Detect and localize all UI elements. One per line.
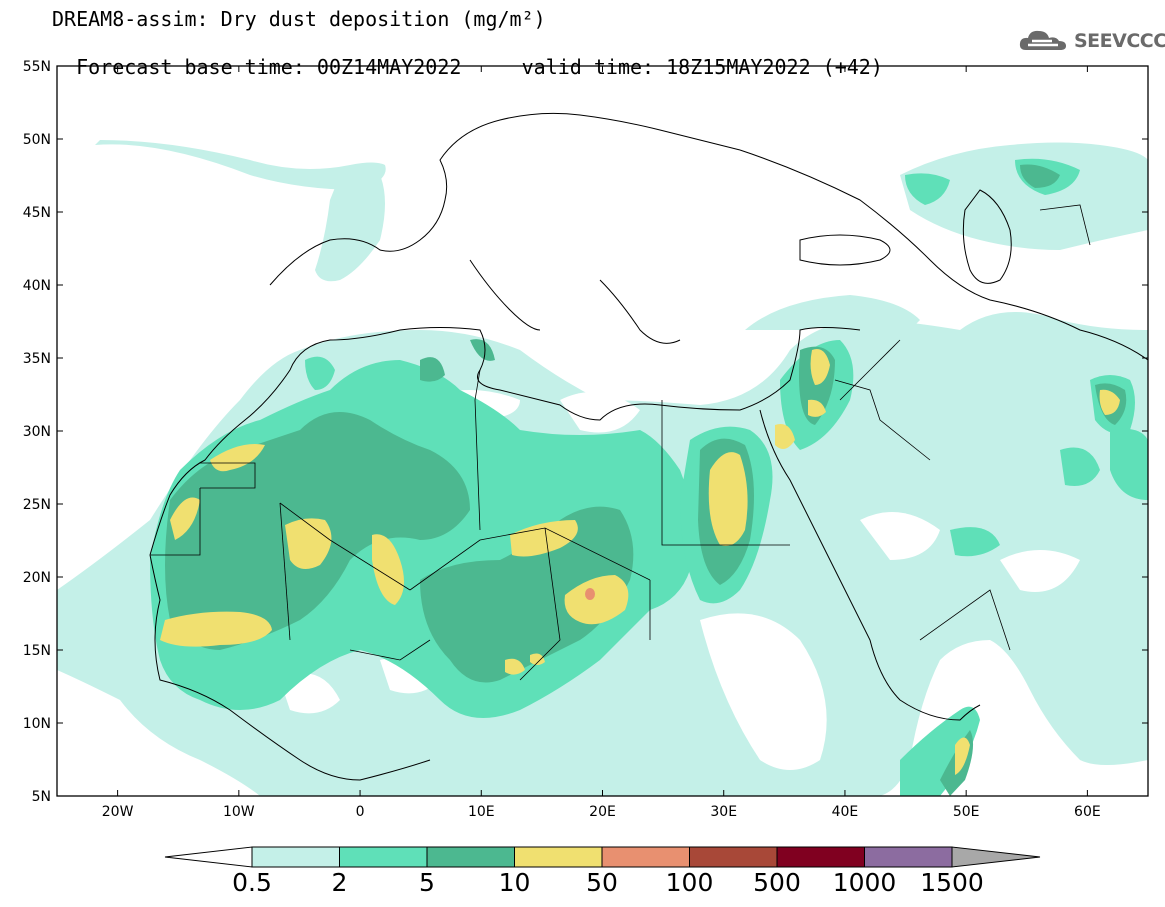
lon-tick-label: 50E bbox=[953, 804, 980, 820]
colorbar-bin bbox=[601, 846, 690, 868]
colorbar-label: 1500 bbox=[920, 868, 984, 897]
lat-tick-label: 10N bbox=[23, 716, 51, 732]
colorbar-label: 5 bbox=[419, 868, 435, 897]
lon-tick-label: 30E bbox=[710, 804, 737, 820]
seevccc-logo: SEEVCCC bbox=[1018, 28, 1165, 54]
lat-tick-label: 30N bbox=[23, 424, 51, 440]
coastlines bbox=[149, 112, 1148, 781]
colorbar bbox=[164, 846, 1041, 868]
colorbar-over-triangle bbox=[951, 846, 1041, 868]
lat-tick-label: 45N bbox=[23, 205, 51, 221]
map-title: DREAM8-assim: Dry dust deposition (mg/m²… bbox=[52, 7, 546, 31]
colorbar-bin bbox=[339, 846, 428, 868]
lon-tick-label: 40E bbox=[832, 804, 859, 820]
latitude-axis: 55N 50N 45N 40N 35N 30N 25N 20N 15N 10N 5N bbox=[23, 59, 1148, 805]
colorbar-bin bbox=[514, 846, 603, 868]
colorbar-bin bbox=[776, 846, 865, 868]
lat-tick-label: 50N bbox=[23, 132, 51, 148]
lon-tick-label: 10E bbox=[468, 804, 495, 820]
map-subtitle: Forecast base time: 00Z14MAY2022 valid t… bbox=[52, 34, 883, 78]
colorbar-label: 500 bbox=[753, 868, 801, 897]
lon-tick-label: 10W bbox=[223, 804, 255, 820]
colorbar-bin bbox=[689, 846, 778, 868]
lat-tick-label: 35N bbox=[23, 351, 51, 367]
colorbar-label: 0.5 bbox=[232, 868, 272, 897]
colorbar-bin bbox=[864, 846, 953, 868]
colorbar-under-triangle bbox=[164, 846, 253, 868]
lat-tick-label: 20N bbox=[23, 570, 51, 586]
cloud-logo-icon bbox=[1019, 30, 1066, 50]
valid-time: valid time: 18Z15MAY2022 (+42) bbox=[521, 55, 883, 79]
deposition-level-5 bbox=[585, 588, 595, 600]
lon-tick-label: 60E bbox=[1074, 804, 1101, 820]
lat-tick-label: 40N bbox=[23, 278, 51, 294]
colorbar-label: 2 bbox=[331, 868, 348, 897]
colorbar-label: 1000 bbox=[832, 868, 897, 897]
lat-tick-label: 5N bbox=[32, 789, 51, 805]
deposition-level-4 bbox=[160, 349, 1120, 775]
map-field bbox=[57, 112, 1148, 796]
lon-tick-label: 0 bbox=[356, 804, 365, 820]
country-borders bbox=[150, 204, 1091, 681]
lat-tick-label: 25N bbox=[23, 497, 51, 513]
lat-tick-label: 55N bbox=[23, 59, 51, 75]
lat-tick-label: 15N bbox=[23, 643, 51, 659]
colorbar-label: 10 bbox=[498, 868, 531, 897]
colorbar-label: 100 bbox=[665, 868, 714, 897]
colorbar-bin bbox=[426, 846, 515, 868]
lon-tick-label: 20E bbox=[589, 804, 616, 820]
colorbar-bin bbox=[251, 846, 340, 868]
forecast-base-time: Forecast base time: 00Z14MAY2022 bbox=[76, 55, 462, 79]
longitude-axis: 20W 10W 0 10E 20E 30E 40E 50E 60E bbox=[102, 66, 1101, 820]
colorbar-label: 50 bbox=[586, 868, 618, 897]
lon-tick-label: 20W bbox=[102, 804, 134, 820]
logo-text: SEEVCCC bbox=[1074, 30, 1165, 52]
